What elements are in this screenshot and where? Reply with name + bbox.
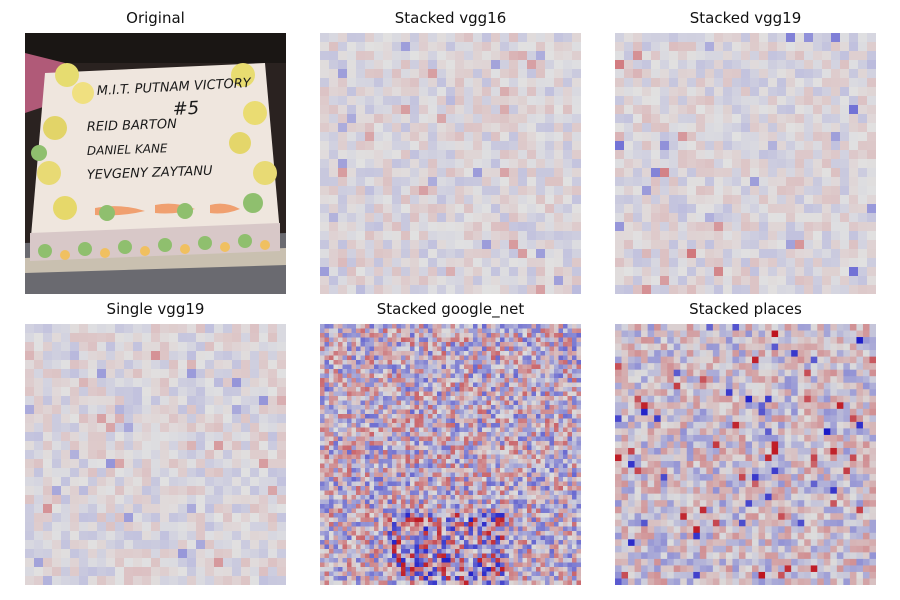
panel-stacked-vgg19: Stacked vgg19	[615, 9, 876, 294]
heatmap-stacked-vgg16	[320, 33, 581, 294]
panel-title: Original	[126, 9, 185, 27]
panel-stacked-vgg16: Stacked vgg16	[320, 9, 581, 294]
heatmap-stacked-google-net	[320, 324, 581, 585]
panel-title: Single vgg19	[106, 300, 205, 318]
original-cake-photo: M.I.T. PUTNAM VICTORY #5 REID BARTON DAN…	[25, 33, 286, 294]
heatmap-stacked-vgg19	[615, 33, 876, 294]
heatmap-stacked-places	[615, 324, 876, 585]
panel-title: Stacked places	[689, 300, 802, 318]
panel-title: Stacked vgg19	[689, 9, 802, 27]
heatmap-single-vgg19	[25, 324, 286, 585]
panel-stacked-google-net: Stacked google_net	[320, 300, 581, 585]
cake-text-line: #5	[172, 98, 200, 120]
panel-stacked-places: Stacked places	[615, 300, 876, 585]
cake-text-line: DANIEL KANE	[87, 141, 169, 158]
panel-title: Stacked google_net	[376, 300, 525, 318]
cake-text-line: REID BARTON	[87, 117, 178, 135]
panel-original: Original	[25, 9, 286, 294]
panel-title: Stacked vgg16	[394, 9, 507, 27]
cake-text-line: YEVGENY ZAYTANU	[87, 164, 214, 183]
panel-single-vgg19: Single vgg19	[25, 300, 286, 585]
